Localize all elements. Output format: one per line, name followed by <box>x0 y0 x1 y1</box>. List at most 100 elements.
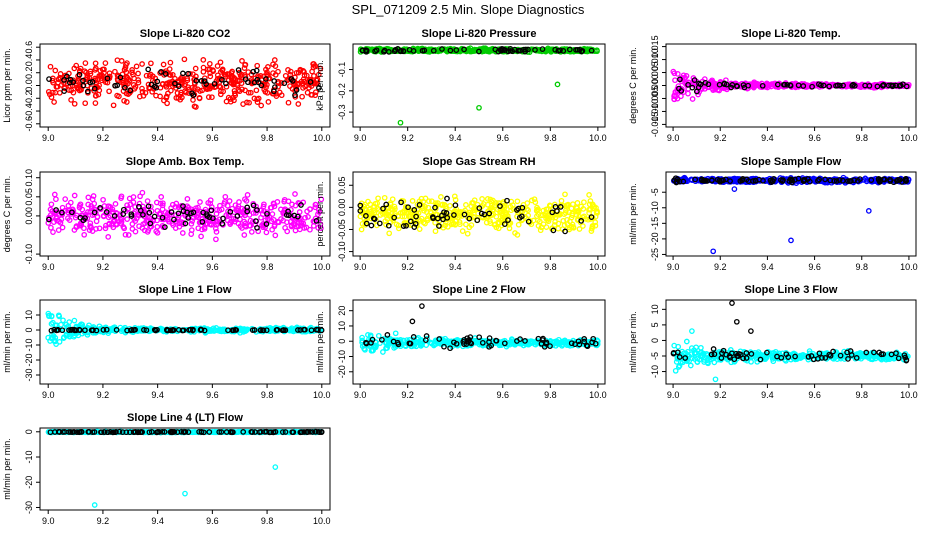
panel-title: Slope Li-820 CO2 <box>140 28 230 40</box>
data-point <box>826 83 833 90</box>
y-tick-label: -15 <box>650 217 660 230</box>
outlier-point <box>748 328 754 334</box>
y-tick-label: 0.015 <box>650 35 660 58</box>
data-point <box>253 87 260 94</box>
data-point <box>293 87 300 93</box>
data-point <box>293 223 300 230</box>
plot-frame <box>39 299 331 385</box>
data-point <box>205 94 212 100</box>
data-point <box>502 209 509 215</box>
data-point <box>243 327 250 333</box>
data-point <box>552 46 559 53</box>
data-point <box>197 199 203 205</box>
data-point <box>389 206 395 213</box>
data-point <box>375 332 382 339</box>
data-point <box>49 214 56 220</box>
data-point <box>699 176 705 183</box>
data-point <box>278 206 284 213</box>
data-point <box>195 204 201 211</box>
data-point <box>789 176 795 183</box>
data-point <box>184 77 191 84</box>
data-point <box>486 339 492 345</box>
x-tick-label: 9.6 <box>497 133 510 143</box>
data-point <box>239 205 245 212</box>
x-tick-label: 9.0 <box>354 390 367 400</box>
data-point <box>444 195 450 202</box>
data-point <box>691 350 698 357</box>
data-point <box>890 179 897 186</box>
data-point <box>157 70 163 76</box>
data-point <box>478 210 485 217</box>
data-point <box>144 198 151 204</box>
data-point <box>383 221 389 228</box>
data-point <box>500 46 507 53</box>
data-point <box>59 224 66 231</box>
data-point <box>282 224 288 231</box>
data-point <box>693 88 700 95</box>
y-tick-label: 0.10 <box>24 169 34 187</box>
data-point <box>436 223 442 229</box>
data-point <box>292 92 298 99</box>
data-point <box>816 81 822 88</box>
data-point <box>789 179 795 186</box>
data-point <box>784 81 791 88</box>
data-point <box>392 46 399 53</box>
data-point <box>271 57 278 63</box>
outlier-point <box>710 248 717 255</box>
data-point <box>303 72 310 79</box>
data-point <box>505 48 512 55</box>
data-point <box>219 67 226 74</box>
data-point <box>676 354 683 360</box>
data-point <box>395 341 402 348</box>
data-point <box>561 222 568 229</box>
data-point <box>243 198 250 204</box>
data-point <box>300 68 307 74</box>
data-point <box>85 201 92 208</box>
plot-frame <box>39 427 331 511</box>
data-point <box>446 209 452 215</box>
data-point <box>432 204 438 211</box>
data-point <box>840 82 846 89</box>
data-point <box>450 220 457 227</box>
data-point <box>425 204 432 211</box>
data-point <box>247 217 254 224</box>
data-point <box>93 327 100 334</box>
plot-frame <box>352 171 606 257</box>
data-point <box>590 335 597 342</box>
data-point <box>253 218 259 224</box>
x-tick-label: 9.0 <box>667 133 680 143</box>
data-point <box>864 353 870 359</box>
data-point <box>79 206 86 213</box>
data-point <box>723 81 730 88</box>
x-tick-label: 9.2 <box>97 516 110 526</box>
data-point <box>403 222 409 229</box>
data-point <box>62 196 69 202</box>
data-point <box>51 191 58 198</box>
y-tick-label: 0.6 <box>24 41 34 54</box>
y-tick-label: -0.4 <box>24 103 34 119</box>
data-point <box>459 228 466 234</box>
data-point <box>674 176 681 183</box>
x-tick-label: 9.6 <box>206 133 219 143</box>
x-tick-label: 9.8 <box>261 133 274 143</box>
data-point <box>424 215 431 222</box>
data-point <box>552 342 559 349</box>
y-tick-label: -30 <box>24 501 34 514</box>
data-point <box>209 94 215 101</box>
data-point <box>253 67 260 74</box>
data-point <box>411 207 418 213</box>
data-point <box>55 327 61 333</box>
data-point <box>91 209 98 216</box>
data-point <box>258 102 265 109</box>
data-point <box>280 327 287 333</box>
data-point <box>801 176 807 183</box>
data-point <box>106 88 112 95</box>
data-point <box>372 200 379 207</box>
data-point <box>164 327 171 334</box>
data-point <box>853 355 860 361</box>
data-point <box>416 216 422 223</box>
data-point <box>313 218 320 224</box>
data-point <box>55 227 62 233</box>
data-point <box>103 326 110 333</box>
